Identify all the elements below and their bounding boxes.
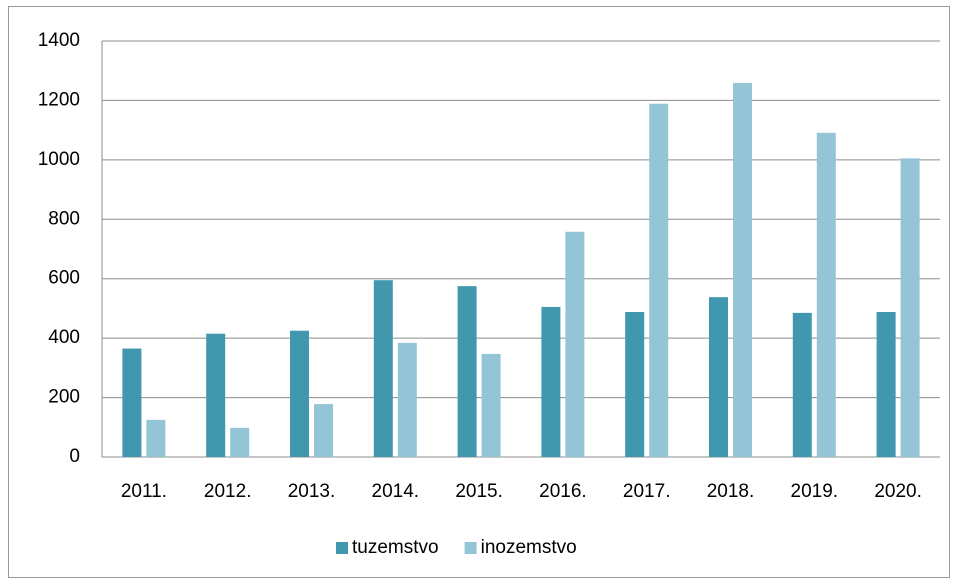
x-tick-label: 2018.	[707, 481, 755, 502]
y-tick-label: 200	[48, 387, 80, 408]
bar	[709, 297, 728, 457]
x-tick-label: 2014.	[372, 481, 420, 502]
y-tick-label: 1000	[38, 149, 80, 170]
chart-border	[8, 6, 950, 578]
x-tick-label: 2011.	[121, 481, 167, 502]
y-tick-label: 1200	[38, 89, 80, 110]
bar	[397, 342, 417, 457]
x-tick-label: 2019.	[791, 481, 839, 502]
bar	[541, 306, 561, 457]
bar	[122, 348, 142, 457]
bar	[230, 427, 250, 457]
y-tick-label: 0	[69, 446, 80, 467]
bar	[146, 419, 166, 457]
bar	[649, 103, 669, 457]
x-tick-label: 2016.	[539, 481, 587, 502]
legend-swatch	[464, 542, 477, 554]
bar	[206, 333, 226, 457]
bar	[457, 286, 477, 457]
x-tick-label: 2015.	[455, 481, 503, 502]
legend-swatch	[336, 542, 348, 554]
bar	[876, 311, 896, 457]
y-tick-label: 400	[48, 327, 80, 348]
bar	[625, 311, 645, 457]
legend-label: tuzemstvo	[352, 537, 439, 558]
bar	[792, 312, 812, 457]
x-tick-label: 2012.	[204, 481, 252, 502]
bar	[733, 82, 752, 457]
y-tick-label: 600	[48, 268, 80, 289]
bar	[314, 404, 333, 457]
x-tick-label: 2017.	[623, 481, 671, 502]
bar	[481, 353, 501, 457]
x-tick-label: 2013.	[288, 481, 336, 502]
x-tick-label: 2020.	[874, 481, 922, 502]
bar	[816, 132, 836, 457]
legend-label: inozemstvo	[481, 537, 577, 558]
bar	[373, 280, 393, 457]
bar	[290, 330, 309, 457]
bar	[900, 158, 920, 457]
bar	[565, 231, 585, 457]
y-tick-label: 800	[48, 208, 80, 229]
y-tick-label: 1400	[38, 30, 80, 51]
